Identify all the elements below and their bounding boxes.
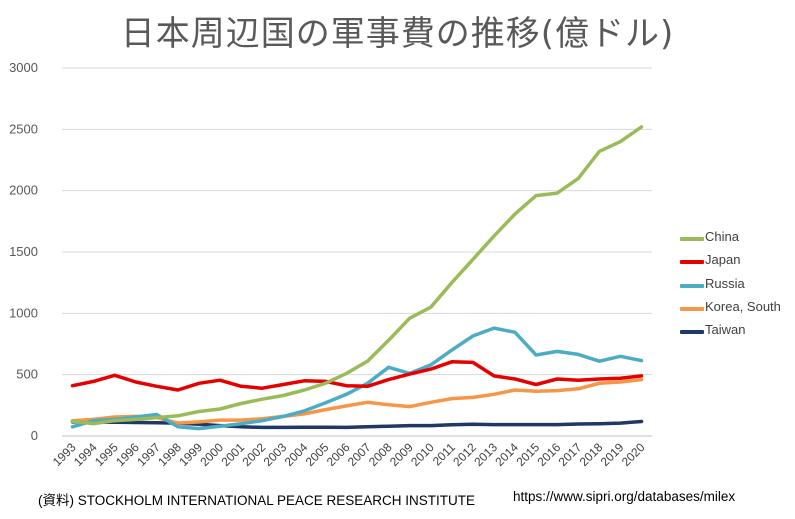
legend-label: China [705,229,739,244]
y-tick-label: 1500 [9,244,38,259]
legend-label: Taiwan [705,322,746,338]
source-url: https://www.sipri.org/databases/milex [513,489,736,504]
y-tick-label: 2500 [9,121,38,136]
series-line-taiwan [70,419,644,430]
series-lines [70,125,644,431]
y-tick-label: 2000 [9,183,38,198]
y-tick-label: 1000 [9,305,38,320]
line-chart: 0 500 1000 1500 2000 2500 3000 199319941995199… [9,60,652,469]
series-line-russia [70,326,644,431]
legend-swatch [680,237,704,241]
legend-swatch [680,306,704,311]
legend-swatch [680,283,704,288]
x-tick-label: 2020 [619,440,648,469]
y-tick-label: 500 [16,367,38,382]
gridlines [62,67,652,437]
legend-swatch [680,330,704,335]
legend-label: Korea, South [705,298,781,314]
source-note: (資料) STOCKHOLM INTERNATIONAL PEACE RESEA… [38,493,476,508]
legend-label: Russia [705,275,745,291]
y-tick-label: 3000 [9,60,38,75]
x-axis-ticks: 1993199419951996199719981999200020012002… [50,440,648,469]
series-line-japan [70,360,644,392]
chart-title: 日本周辺国の軍事費の推移(億ドル) [120,14,675,54]
legend-label: Japan [705,252,741,268]
y-axis-ticks: 0 500 1000 1500 2000 2500 3000 [9,60,38,443]
y-tick-label: 0 [31,428,38,443]
series-line-china [70,125,644,426]
legend-swatch [680,260,704,265]
